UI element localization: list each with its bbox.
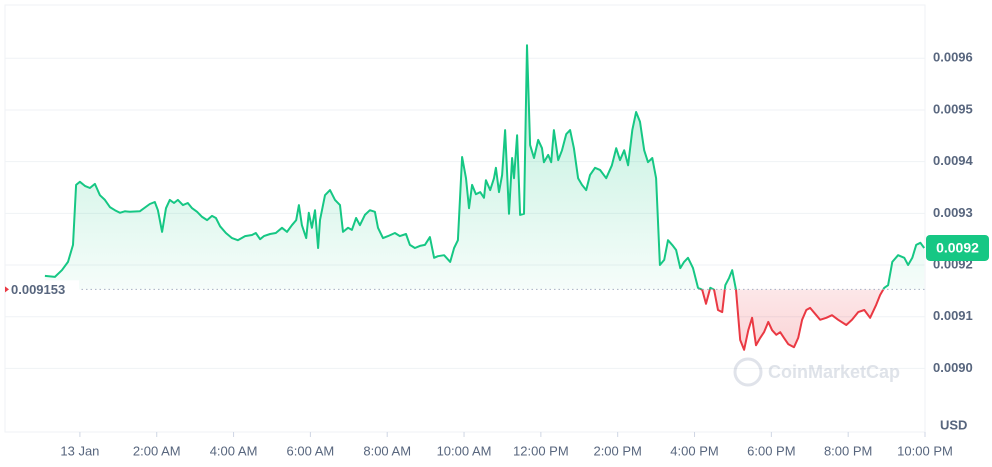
price-badge: [926, 234, 989, 261]
x-tick-label: 2:00 PM: [593, 443, 641, 458]
baseline-label: 0.009153: [11, 282, 65, 297]
y-tick-label: 0.0093: [933, 205, 973, 220]
watermark: CoinMarketCap: [733, 357, 900, 387]
baseline-marker: [5, 286, 9, 293]
x-tick-label: 13 Jan: [60, 443, 99, 458]
baseline-label-bg: [7, 280, 79, 299]
x-tick-label: 6:00 AM: [287, 443, 335, 458]
y-tick-label: 0.0094: [933, 153, 974, 168]
axes: 0.0090 0.0091 0.0092 0.0093 0.0094 0.0095 0.00…: [5, 50, 989, 458]
x-tick-label: 10:00 AM: [437, 443, 492, 458]
x-tick-label: 2:00 AM: [133, 443, 181, 458]
x-tick-label: 4:00 PM: [670, 443, 718, 458]
plot-frame: [4, 4, 926, 433]
x-tick-label: 4:00 AM: [210, 443, 258, 458]
x-tick-label: 8:00 PM: [824, 443, 872, 458]
x-tick-label: 8:00 AM: [363, 443, 411, 458]
x-tick-label: 6:00 PM: [747, 443, 795, 458]
y-unit: USD: [940, 417, 967, 432]
y-tick-label: 0.0091: [933, 308, 973, 323]
y-tick-label: 0.0096: [933, 50, 973, 65]
y-tick-label: 0.0090: [933, 360, 973, 375]
y-tick-label: 0.0095: [933, 101, 973, 116]
price-badge-label: 0.0092: [936, 240, 979, 256]
watermark-logo: [733, 357, 763, 387]
x-tick-label: 10:00 PM: [897, 443, 953, 458]
series: [5, 44, 926, 351]
price-line: [44, 44, 926, 351]
x-tick-label: 12:00 PM: [513, 443, 569, 458]
watermark-text: CoinMarketCap: [768, 362, 900, 382]
